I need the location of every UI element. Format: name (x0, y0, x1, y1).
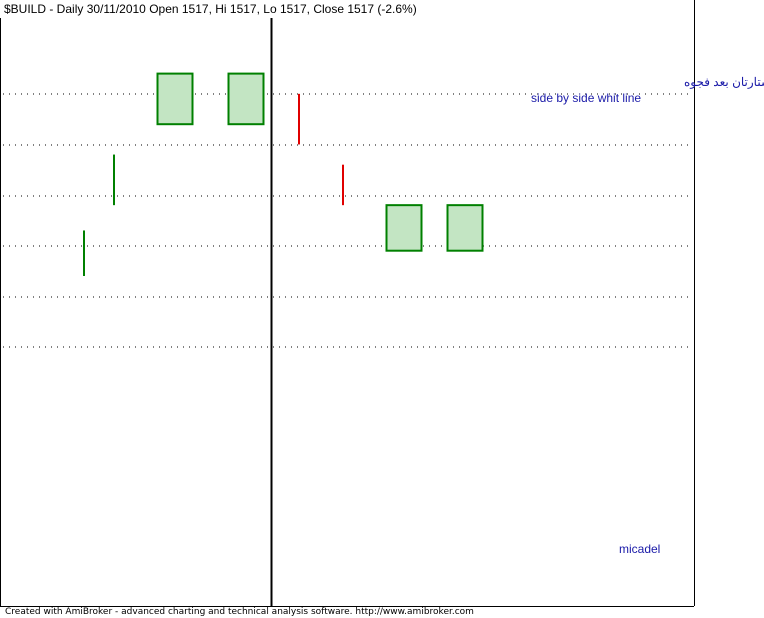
author-annotation: micadel (619, 542, 660, 556)
arabic-annotation: الشمعتان البيضاوتان اشتارتان بعد فجوه (684, 75, 764, 89)
candle-body[interactable] (156, 72, 194, 126)
chart-title: $BUILD - Daily 30/11/2010 Open 1517, Hi … (4, 2, 417, 16)
candle-body[interactable] (446, 204, 484, 252)
footer-credit: Created with AmiBroker - advanced charti… (5, 607, 474, 617)
candle-body[interactable] (227, 72, 265, 126)
gridlines (3, 93, 692, 348)
candles (83, 72, 484, 276)
candle-body[interactable] (385, 204, 423, 252)
english-annotation: side by side whit line (531, 91, 641, 105)
